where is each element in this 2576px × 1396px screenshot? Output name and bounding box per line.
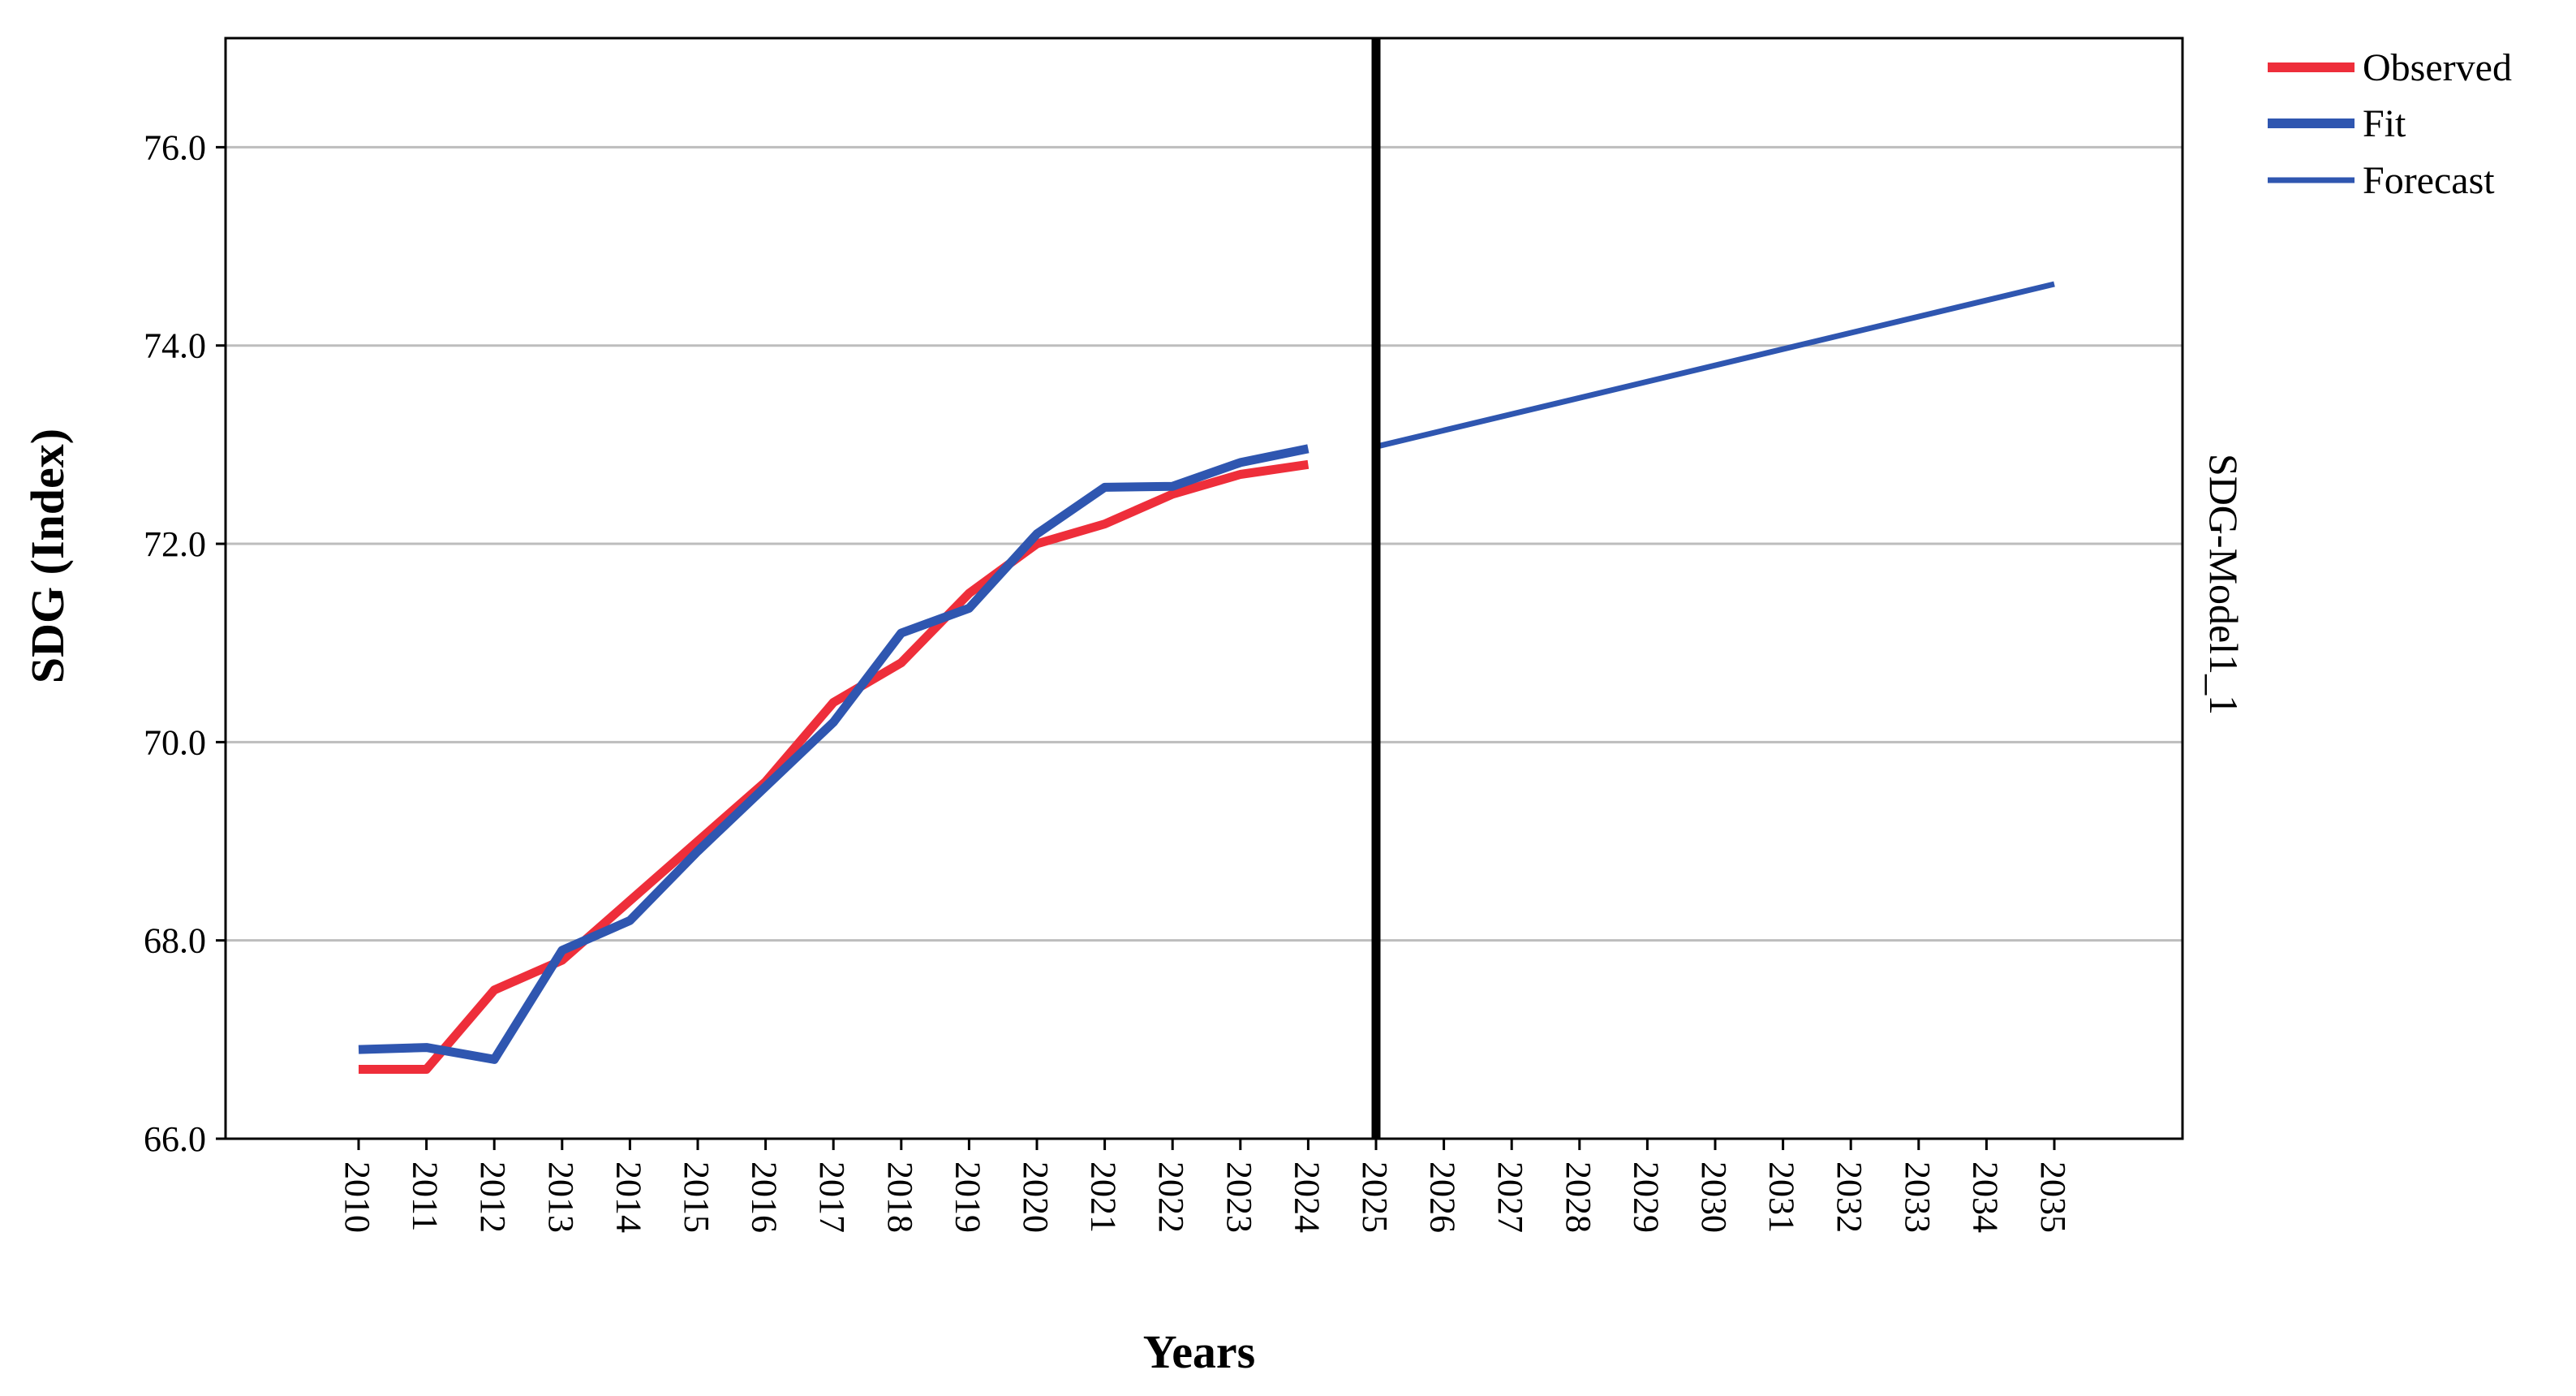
y-tick-label: 66.0: [144, 1119, 206, 1159]
legend-label-forecast: Forecast: [2363, 159, 2495, 202]
x-tick-label: 2015: [677, 1161, 716, 1233]
x-tick-label: 2011: [406, 1161, 445, 1231]
series-line-fit: [358, 444, 1310, 1064]
series-line-observed: [359, 459, 1310, 1074]
x-tick-label: 2020: [1016, 1161, 1056, 1233]
x-tick-label: 2019: [948, 1161, 987, 1233]
x-tick-label: 2031: [1762, 1161, 1802, 1233]
y-tick-label: 74.0: [144, 326, 206, 366]
y-tick-label: 72.0: [144, 524, 206, 564]
y-axis-title: SDG (Index): [21, 429, 74, 683]
x-tick-label: 2021: [1084, 1161, 1124, 1233]
x-tick-label: 2026: [1423, 1161, 1463, 1233]
x-tick-label: 2034: [1965, 1161, 2005, 1233]
x-tick-label: 2028: [1559, 1161, 1598, 1233]
x-tick-label: 2033: [1898, 1161, 1937, 1233]
legend-label-observed: Observed: [2363, 46, 2512, 89]
x-tick-label: 2018: [880, 1161, 920, 1233]
x-tick-label: 2029: [1626, 1161, 1666, 1233]
x-tick-label: 2027: [1490, 1161, 1530, 1233]
series-lines: [358, 281, 2055, 1074]
x-tick-label: 2024: [1287, 1161, 1327, 1233]
plot-frame: [224, 37, 2184, 1140]
x-tick-label: 2030: [1694, 1161, 1734, 1233]
x-tick-label: 2016: [745, 1161, 785, 1233]
x-tick-label: 2035: [2033, 1161, 2073, 1233]
y-axis-ticks: 66.0 68.0 70.0 72.0 74.0 76.0: [144, 127, 226, 1159]
panel-label: SDG-Model1_1: [2201, 454, 2247, 715]
x-tick-label: 2022: [1151, 1161, 1191, 1233]
series-line-forecast: [1375, 281, 2055, 450]
y-tick-label: 76.0: [144, 127, 206, 167]
x-tick-label: 2023: [1219, 1161, 1259, 1233]
x-tick-label: 2012: [473, 1161, 513, 1233]
y-tick-label: 68.0: [144, 921, 206, 961]
x-tick-label: 2013: [541, 1161, 581, 1233]
x-axis-title: Years: [1143, 1325, 1256, 1378]
x-tick-label: 2010: [338, 1161, 377, 1233]
y-tick-label: 70.0: [144, 722, 206, 762]
x-tick-label: 2014: [609, 1161, 648, 1233]
x-axis-ticks: 2010 2011 2012 2013 2014 2015 2016 2017 2018 2019…: [338, 1139, 2073, 1233]
x-tick-label: 2025: [1355, 1161, 1395, 1233]
x-tick-label: 2017: [812, 1161, 852, 1233]
legend: Observed Fit Forecast: [2268, 46, 2512, 202]
legend-label-fit: Fit: [2363, 102, 2406, 145]
x-tick-label: 2032: [1830, 1161, 1869, 1233]
